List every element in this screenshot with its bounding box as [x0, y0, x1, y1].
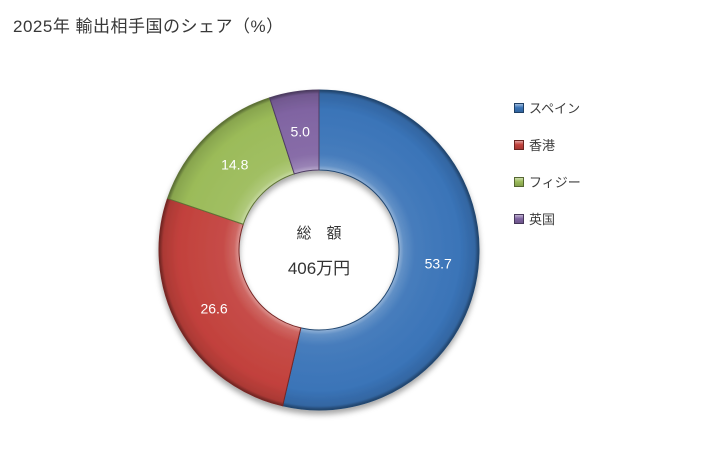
legend-swatch-fiji: [514, 176, 524, 187]
pie-slice-3: [269, 89, 320, 175]
pie-slice-0: [282, 89, 480, 411]
legend-label-fiji: フィジー: [529, 175, 581, 190]
legend-label-uk: 英国: [529, 212, 556, 227]
legend-swatch-hongkong: [514, 139, 524, 150]
legend-item-uk: 英国: [514, 211, 581, 227]
data-label-2: 14.8: [221, 157, 248, 173]
legend-item-fiji: フィジー: [514, 174, 581, 190]
legend: スペイン 香港 フィジー 英国: [514, 100, 581, 248]
data-label-3: 5.0: [291, 123, 311, 139]
legend-label-hongkong: 香港: [529, 138, 556, 153]
legend-item-hongkong: 香港: [514, 137, 581, 153]
data-label-0: 53.7: [425, 256, 452, 272]
legend-swatch-spain: [514, 102, 524, 113]
chart-title: 2025年 輸出相手国のシェア（%）: [13, 17, 284, 36]
pie-slice-2: [167, 97, 295, 225]
pie-slice-1: [158, 197, 302, 407]
data-label-1: 26.6: [200, 300, 227, 316]
legend-item-spain: スペイン: [514, 100, 581, 116]
legend-swatch-uk: [514, 213, 524, 224]
donut-slices: 53.7 26.6 14.8 5.0: [158, 89, 480, 411]
legend-label-spain: スペイン: [529, 101, 581, 116]
